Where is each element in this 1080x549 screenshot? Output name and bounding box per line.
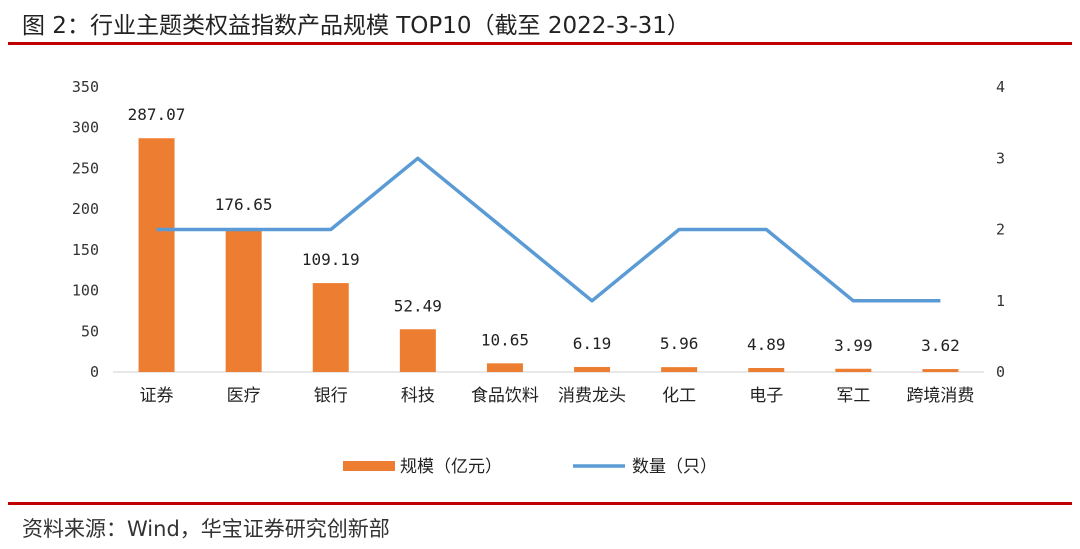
top-divider — [8, 42, 1072, 45]
bar — [835, 368, 872, 372]
bar — [922, 369, 959, 372]
bar-data-label: 3.62 — [921, 336, 960, 355]
right-tick-label: 2 — [996, 221, 1005, 239]
bar — [312, 283, 349, 372]
legend-bar-swatch — [343, 461, 395, 471]
bar-data-label: 176.65 — [215, 195, 273, 214]
combo-chart: 0 50 100 150 200 250 300 350 0 1 2 3 4 287.07 176.65… — [72, 78, 1005, 477]
right-axis-ticks: 0 1 2 3 4 — [996, 78, 1005, 381]
left-tick-label: 350 — [72, 78, 99, 96]
bar-data-labels: 287.07 176.65 109.19 52.49 10.65 6.19 5.96 4.89… — [128, 105, 960, 355]
left-axis-ticks: 0 50 100 150 200 250 300 350 — [72, 78, 99, 381]
left-tick-label: 250 — [72, 159, 99, 177]
bar — [399, 329, 436, 372]
right-tick-label: 3 — [996, 149, 1005, 167]
category-label: 科技 — [401, 386, 435, 406]
right-tick-label: 1 — [996, 292, 1005, 310]
bottom-divider — [8, 502, 1072, 505]
bar-data-label: 287.07 — [128, 105, 186, 124]
left-tick-label: 150 — [72, 241, 99, 259]
bar — [661, 367, 698, 372]
right-tick-label: 4 — [996, 78, 1005, 96]
bar-data-label: 52.49 — [394, 296, 442, 315]
bar-data-label: 5.96 — [660, 334, 699, 353]
bar-data-label: 10.65 — [481, 330, 529, 349]
bar — [225, 228, 262, 372]
legend-bar-label: 规模（亿元） — [400, 457, 502, 477]
legend: 规模（亿元） 数量（只） — [343, 457, 717, 477]
left-tick-label: 300 — [72, 119, 99, 137]
right-tick-label: 0 — [996, 363, 1005, 381]
category-label: 消费龙头 — [558, 386, 626, 406]
category-label: 食品饮料 — [471, 386, 539, 406]
category-label: 军工 — [836, 386, 870, 406]
source-note: 资料来源：Wind，华宝证券研究创新部 — [22, 517, 390, 541]
category-labels: 证券 医疗 银行 科技 食品饮料 消费龙头 化工 电子 军工 跨境消费 — [140, 386, 975, 406]
bar-series — [138, 138, 959, 372]
category-label: 银行 — [314, 386, 348, 406]
bar — [486, 363, 523, 372]
left-tick-label: 100 — [72, 282, 99, 300]
line-series — [156, 156, 941, 303]
category-label: 跨境消费 — [906, 386, 974, 406]
left-tick-label: 200 — [72, 200, 99, 218]
category-label: 证券 — [140, 386, 174, 406]
bar — [748, 368, 785, 372]
bar-data-label: 3.99 — [834, 336, 873, 355]
line-series-path — [156, 156, 941, 303]
category-label: 化工 — [662, 386, 696, 406]
left-tick-label: 0 — [90, 363, 99, 381]
bar — [574, 366, 611, 372]
category-label: 医疗 — [227, 386, 261, 406]
figure-title: 图 2：行业主题类权益指数产品规模 TOP10（截至 2022-3-31） — [22, 13, 690, 39]
legend-line-label: 数量（只） — [632, 457, 717, 477]
bar-data-label: 109.19 — [302, 250, 360, 269]
bar — [138, 138, 175, 372]
bar-data-label: 6.19 — [573, 334, 612, 353]
bar-data-label: 4.89 — [747, 335, 786, 354]
category-label: 电子 — [749, 386, 783, 406]
left-tick-label: 50 — [81, 322, 99, 340]
